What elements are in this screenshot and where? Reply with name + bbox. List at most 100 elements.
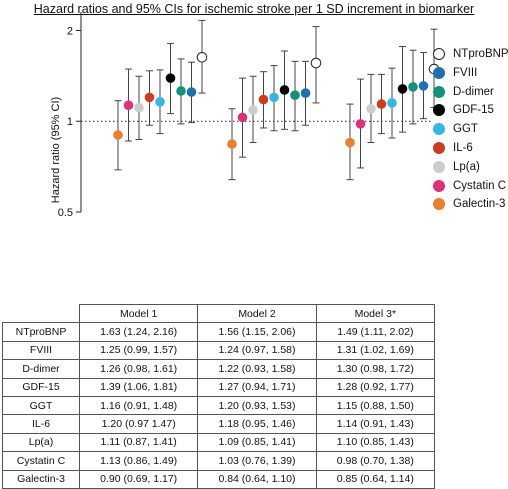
table-cell: 1.14 (0.91, 1.43) xyxy=(315,414,436,434)
table-row: IL-6 1.20 (0.97 1.47) 1.18 (0.95, 1.46) 1.1… xyxy=(2,414,436,434)
point xyxy=(165,73,176,83)
table-cell: 0.90 (0.69, 1.17) xyxy=(78,469,199,489)
legend-label: D-dimer xyxy=(453,85,494,98)
results-table: Model 1 Model 2 Model 3* NTproBNP 1.63 (1… xyxy=(2,303,436,489)
point xyxy=(227,139,237,149)
point xyxy=(290,90,300,101)
table-cell: 1.31 (1.02, 1.69) xyxy=(315,340,436,361)
point xyxy=(186,87,197,97)
table-cell: 1.22 (0.93, 1.58) xyxy=(197,359,317,379)
table-cell: 1.63 (1.24, 2.16) xyxy=(78,322,199,342)
series-d-dimer xyxy=(176,49,418,132)
chart-title: Hazard ratios and 95% CIs for ischemic s… xyxy=(33,2,475,16)
legend-label: GDF-15 xyxy=(453,104,494,117)
table-cell: 1.09 (0.85, 1.41) xyxy=(197,432,317,453)
legend-marker xyxy=(433,179,445,192)
point xyxy=(176,86,186,96)
row-label: Galectin-3 xyxy=(2,469,80,489)
legend-marker xyxy=(433,198,445,211)
legend-label: IL-6 xyxy=(453,141,473,154)
point xyxy=(418,81,429,91)
table-cell: 1.27 (0.94, 1.71) xyxy=(197,377,317,397)
table-cell: 1.20 (0.93, 1.53) xyxy=(197,395,317,416)
point xyxy=(144,92,155,103)
point xyxy=(376,99,387,109)
point xyxy=(258,94,269,105)
table-cell: 1.24 (0.97, 1.58) xyxy=(197,340,317,361)
table-cell: 1.13 (0.86, 1.49) xyxy=(78,451,199,471)
forest-plot: 0.5 1 2 xyxy=(58,12,440,219)
legend-label: FVIII xyxy=(453,66,478,79)
point xyxy=(387,98,397,108)
point xyxy=(300,88,311,98)
series-lp-a- xyxy=(134,73,376,144)
legend-label: Galectin-3 xyxy=(453,198,506,211)
legend-label: Lp(a) xyxy=(453,160,480,173)
point xyxy=(123,100,134,111)
table-cell: 1.03 (0.76, 1.39) xyxy=(197,451,317,471)
legend-label: Cystatin C xyxy=(453,179,507,192)
row-label: FVIII xyxy=(2,340,80,361)
legend-marker xyxy=(433,66,445,79)
point xyxy=(366,103,376,114)
table-cell: 1.49 (1.11, 2.02) xyxy=(315,322,436,342)
table-row: NTproBNP 1.63 (1.24, 2.16) 1.56 (1.15, 2.0… xyxy=(2,322,436,342)
table-header-model-2: Model 2 xyxy=(197,303,317,324)
table-cell: 1.15 (0.88, 1.50) xyxy=(315,395,436,416)
table-header-model-1: Model 1 xyxy=(78,303,199,324)
table-cell: 1.56 (1.15, 2.06) xyxy=(197,322,317,342)
row-label: NTproBNP xyxy=(2,322,80,342)
table-cell: 1.25 (0.99, 1.57) xyxy=(78,340,199,361)
table-cell: 1.20 (0.97 1.47) xyxy=(78,414,199,434)
series-cystatin-c xyxy=(123,68,366,169)
legend-label: GGT xyxy=(453,123,478,136)
table-corner xyxy=(2,304,80,324)
table-row: Lp(a) 1.11 (0.87, 1.41) 1.09 (0.85, 1.41) 1… xyxy=(2,432,436,453)
table-cell: 1.28 (0.92, 1.77) xyxy=(315,377,436,397)
table-cell: 0.85 (0.64, 1.14) xyxy=(315,469,436,489)
legend-marker xyxy=(433,141,445,154)
series-ggt xyxy=(155,65,397,139)
table-row: GDF-15 1.39 (1.06, 1.81) 1.27 (0.94, 1.71)… xyxy=(2,377,436,397)
table-cell: 1.11 (0.87, 1.41) xyxy=(78,432,199,453)
table-header-row: Model 1 Model 2 Model 3* xyxy=(2,303,436,324)
y-tick-label: 2 xyxy=(67,25,73,37)
table-cell: 0.84 (0.64, 1.10) xyxy=(197,469,317,489)
table-row: Cystatin C 1.13 (0.86, 1.49) 1.03 (0.76, 1… xyxy=(2,451,436,471)
legend-marker xyxy=(433,160,445,173)
series-gdf-15 xyxy=(165,43,408,133)
table-row: Galectin-3 0.90 (0.69, 1.17) 0.84 (0.64, 1… xyxy=(2,469,436,489)
point xyxy=(397,84,408,94)
legend-label: NTproBNP xyxy=(453,48,508,60)
series-galectin-3 xyxy=(113,100,355,181)
table-cell: 1.30 (0.98, 1.72) xyxy=(315,359,436,379)
point xyxy=(155,97,165,107)
table-cell: 0.98 (0.70, 1.38) xyxy=(315,451,436,471)
row-label: Lp(a) xyxy=(2,432,80,453)
table-cell: 1.16 (0.91, 1.48) xyxy=(78,395,199,416)
point xyxy=(355,119,366,129)
table-row: FVIII 1.25 (0.99, 1.57) 1.24 (0.97, 1.58) 1… xyxy=(2,340,436,361)
row-label: Cystatin C xyxy=(2,451,80,471)
row-label: GDF-15 xyxy=(2,377,80,397)
point xyxy=(237,112,248,123)
point xyxy=(310,57,322,69)
table-row: GGT 1.16 (0.91, 1.48) 1.20 (0.93, 1.53) 1.1… xyxy=(2,395,436,416)
table-cell: 1.39 (1.06, 1.81) xyxy=(78,377,199,397)
y-tick-label: 0.5 xyxy=(58,207,73,219)
row-label: D-dimer xyxy=(2,359,80,379)
point xyxy=(196,51,208,63)
point xyxy=(269,92,279,103)
y-tick-label: 1 xyxy=(67,116,73,128)
series-fviii xyxy=(186,52,429,126)
table-row: D-dimer 1.26 (0.98, 1.61) 1.22 (0.93, 1.58… xyxy=(2,359,436,379)
point xyxy=(408,82,418,92)
point xyxy=(248,105,258,115)
legend-marker xyxy=(433,85,445,98)
series-ntprobnp xyxy=(196,19,440,109)
row-label: IL-6 xyxy=(2,414,80,434)
point xyxy=(279,85,290,95)
series-il-6 xyxy=(144,70,387,135)
table-header-model-3: Model 3* xyxy=(315,303,436,324)
row-label: GGT xyxy=(2,395,80,416)
